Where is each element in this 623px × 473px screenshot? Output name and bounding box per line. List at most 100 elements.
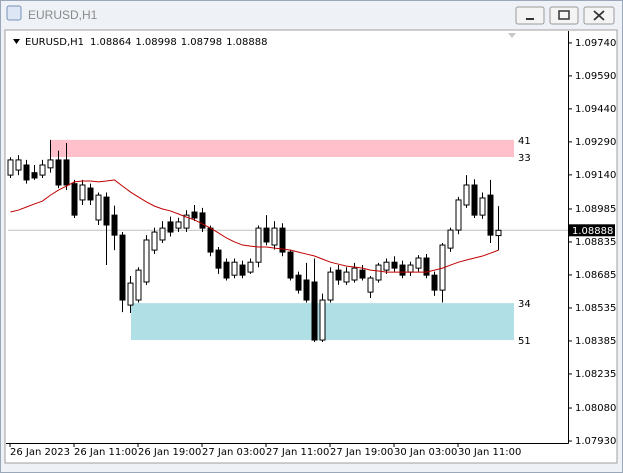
- candle-body: [399, 264, 406, 276]
- candle-body: [239, 264, 246, 276]
- candle-body: [7, 159, 14, 176]
- candle-body: [199, 212, 206, 229]
- candle-body: [135, 269, 142, 301]
- candle-body: [127, 282, 134, 306]
- candle-body: [319, 299, 326, 341]
- y-tick-label: 1.09590: [575, 71, 616, 82]
- candle-body: [359, 269, 366, 279]
- x-tick-label: 27 Jan 11:00: [266, 447, 329, 458]
- zone: [51, 139, 514, 158]
- candle-body: [231, 261, 238, 276]
- candle-body: [223, 261, 230, 279]
- candle-body: [183, 214, 190, 229]
- candle-body: [79, 184, 86, 201]
- y-tick-label: 1.08685: [575, 270, 616, 281]
- zone-label: 41: [518, 136, 531, 147]
- candle-body: [247, 261, 254, 273]
- header-price: 1.08888: [226, 37, 267, 48]
- candle-body: [295, 274, 302, 291]
- restore-icon: [558, 10, 570, 20]
- candle-body: [271, 227, 278, 246]
- y-tick-label: 1.08835: [575, 237, 616, 248]
- y-tick-label: 1.07930: [575, 436, 616, 447]
- candle-body: [263, 227, 270, 243]
- candle-body: [327, 271, 334, 301]
- y-tick-label: 1.09140: [575, 170, 616, 181]
- candle-body: [407, 264, 414, 273]
- candle-body: [255, 227, 262, 263]
- candle-body: [471, 184, 478, 216]
- moving-average: [10, 179, 499, 273]
- header-price: 1.08864: [90, 37, 131, 48]
- candle-body: [447, 229, 454, 249]
- candle-body: [111, 214, 118, 236]
- candle-body: [455, 199, 462, 231]
- window-title: EURUSD,H1: [28, 8, 98, 22]
- candle-body: [463, 184, 470, 206]
- y-tick-label: 1.08385: [575, 336, 616, 347]
- x-tick-label: 26 Jan 11:00: [74, 447, 137, 458]
- header-prices: 1.08864 1.08998 1.08798 1.08888: [90, 37, 267, 48]
- header-arrow: [13, 39, 20, 44]
- candle-body: [103, 196, 110, 226]
- candle-body: [15, 159, 22, 171]
- candle-body: [119, 234, 126, 301]
- zone-label: 33: [518, 153, 531, 164]
- header-price: 1.08998: [135, 37, 176, 48]
- candle-body: [279, 227, 286, 253]
- candle-body: [47, 159, 54, 169]
- candle-body: [391, 261, 398, 269]
- y-tick-label: 1.08985: [575, 204, 616, 215]
- minimize-button[interactable]: [515, 6, 545, 25]
- x-tick-label: 26 Jan 19:00: [138, 447, 201, 458]
- x-tick-label: 30 Jan 11:00: [458, 447, 521, 458]
- y-tick-label: 1.09290: [575, 137, 616, 148]
- candle-body: [71, 183, 78, 216]
- header-price: 1.08798: [181, 37, 222, 48]
- close-icon: [593, 10, 605, 21]
- y-tick-label: 1.08535: [575, 303, 616, 314]
- candle-body: [367, 277, 374, 293]
- candle-body: [415, 257, 422, 269]
- candle-body: [215, 249, 222, 269]
- candle-body: [383, 261, 390, 271]
- chart-area: [4, 29, 618, 464]
- candle-body: [335, 269, 342, 281]
- candle-body: [311, 281, 318, 341]
- candle-body: [167, 221, 174, 233]
- candle-body: [159, 227, 166, 241]
- x-tick-label: 27 Jan 19:00: [330, 447, 393, 458]
- candle-body: [343, 271, 350, 283]
- candle-body: [143, 239, 150, 283]
- x-tick-label: 26 Jan 2023: [10, 447, 70, 458]
- candle-body: [175, 221, 182, 229]
- y-tick-label: 1.09740: [575, 38, 616, 49]
- candle-body: [207, 227, 214, 253]
- candle-body: [95, 194, 102, 221]
- candle-body: [87, 187, 94, 201]
- price-label-box: [569, 224, 615, 237]
- y-tick-label: 1.08080: [575, 403, 616, 414]
- x-tick-label: 27 Jan 03:00: [202, 447, 265, 458]
- x-tick-label: 30 Jan 03:00: [394, 447, 457, 458]
- candle-body: [39, 164, 46, 176]
- restore-button[interactable]: [549, 6, 579, 25]
- shift-marker: [508, 33, 516, 38]
- y-tick-label: 1.08235: [575, 369, 616, 380]
- candle-body: [23, 164, 30, 181]
- candle-body: [431, 274, 438, 291]
- candle-body: [303, 279, 310, 301]
- candle-body: [351, 267, 358, 281]
- price-label: 1.08888: [572, 226, 613, 237]
- window-buttons[interactable]: [515, 6, 615, 25]
- candle-body: [31, 172, 38, 179]
- candle-body: [495, 229, 502, 237]
- candle-body: [479, 197, 486, 216]
- symbol-label: EURUSD,H1: [25, 37, 84, 48]
- candle-body: [287, 251, 294, 279]
- candle-body: [55, 159, 62, 186]
- window-icon: [6, 5, 22, 21]
- candle-body: [423, 257, 430, 276]
- candle-body: [375, 264, 382, 281]
